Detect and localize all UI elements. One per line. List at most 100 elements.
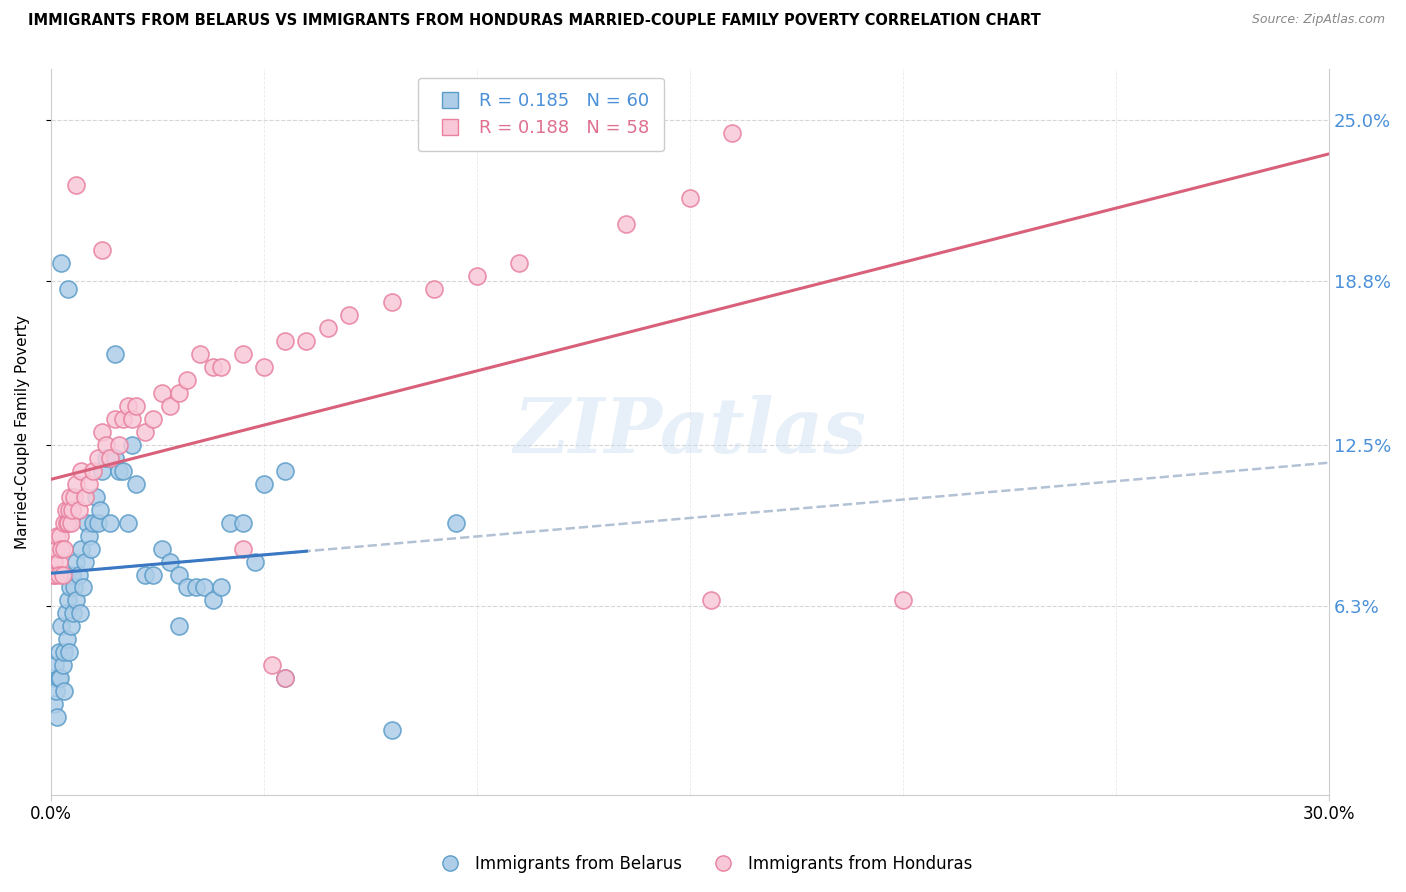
Point: [80, 541, 103, 556]
Point: [721, 127, 744, 141]
Point: [60, 619, 83, 633]
Point: [67, 567, 90, 582]
Point: [245, 555, 267, 569]
Point: [46, 528, 69, 542]
Point: [59, 581, 82, 595]
Point: [700, 593, 723, 607]
Point: [53, 645, 76, 659]
Point: [159, 555, 181, 569]
Point: [193, 581, 215, 595]
Point: [73, 490, 96, 504]
Point: [49, 528, 72, 542]
Point: [167, 567, 190, 582]
Text: IMMIGRANTS FROM BELARUS VS IMMIGRANTS FROM HONDURAS MARRIED-COUPLE FAMILY POVERT: IMMIGRANTS FROM BELARUS VS IMMIGRANTS FR…: [28, 13, 1040, 29]
Point: [82, 516, 104, 530]
Point: [159, 399, 181, 413]
Point: [104, 347, 127, 361]
Point: [891, 593, 914, 607]
Legend: Immigrants from Belarus, Immigrants from Honduras: Immigrants from Belarus, Immigrants from…: [426, 848, 980, 880]
Point: [89, 502, 111, 516]
Point: [51, 541, 73, 556]
Point: [65, 178, 87, 193]
Point: [232, 541, 254, 556]
Point: [100, 450, 122, 465]
Point: [91, 425, 114, 439]
Point: [508, 256, 530, 270]
Point: [69, 541, 91, 556]
Legend: R = 0.185   N = 60, R = 0.188   N = 58: R = 0.185 N = 60, R = 0.188 N = 58: [418, 78, 664, 152]
Point: [104, 412, 127, 426]
Point: [100, 516, 122, 530]
Point: [48, 567, 70, 582]
Point: [77, 528, 100, 542]
Point: [51, 256, 73, 270]
Point: [48, 671, 70, 685]
Point: [679, 191, 702, 205]
Point: [444, 516, 467, 530]
Point: [44, 555, 66, 569]
Point: [423, 282, 446, 296]
Point: [176, 373, 198, 387]
Point: [209, 359, 232, 374]
Point: [65, 555, 87, 569]
Point: [232, 516, 254, 530]
Point: [56, 282, 79, 296]
Point: [77, 476, 100, 491]
Point: [108, 438, 131, 452]
Text: ZIPatlas: ZIPatlas: [513, 395, 866, 469]
Point: [59, 490, 82, 504]
Point: [295, 334, 318, 348]
Point: [86, 516, 108, 530]
Point: [55, 607, 77, 621]
Point: [381, 295, 404, 310]
Point: [52, 684, 75, 698]
Point: [49, 671, 72, 685]
Point: [253, 359, 276, 374]
Point: [142, 412, 165, 426]
Point: [232, 347, 254, 361]
Point: [56, 632, 79, 647]
Point: [167, 619, 190, 633]
Point: [104, 450, 127, 465]
Point: [65, 476, 87, 491]
Point: [96, 450, 118, 465]
Point: [337, 308, 360, 322]
Point: [274, 671, 297, 685]
Point: [82, 464, 104, 478]
Point: [150, 385, 173, 400]
Point: [44, 567, 66, 582]
Point: [117, 399, 139, 413]
Y-axis label: Married-Couple Family Poverty: Married-Couple Family Poverty: [15, 315, 30, 549]
Point: [69, 464, 91, 478]
Point: [63, 581, 86, 595]
Point: [48, 555, 70, 569]
Point: [56, 516, 79, 530]
Point: [51, 619, 73, 633]
Point: [134, 567, 156, 582]
Point: [69, 607, 91, 621]
Point: [52, 658, 75, 673]
Point: [44, 658, 66, 673]
Point: [134, 425, 156, 439]
Point: [121, 438, 143, 452]
Point: [117, 516, 139, 530]
Point: [274, 464, 297, 478]
Point: [112, 412, 135, 426]
Point: [58, 645, 80, 659]
Point: [55, 502, 77, 516]
Point: [614, 217, 637, 231]
Point: [91, 243, 114, 257]
Point: [262, 658, 284, 673]
Point: [108, 464, 131, 478]
Point: [121, 412, 143, 426]
Point: [73, 555, 96, 569]
Point: [125, 399, 148, 413]
Point: [96, 438, 118, 452]
Point: [201, 359, 224, 374]
Point: [62, 607, 84, 621]
Point: [316, 321, 339, 335]
Point: [253, 476, 276, 491]
Point: [72, 581, 94, 595]
Point: [42, 567, 65, 582]
Point: [218, 516, 240, 530]
